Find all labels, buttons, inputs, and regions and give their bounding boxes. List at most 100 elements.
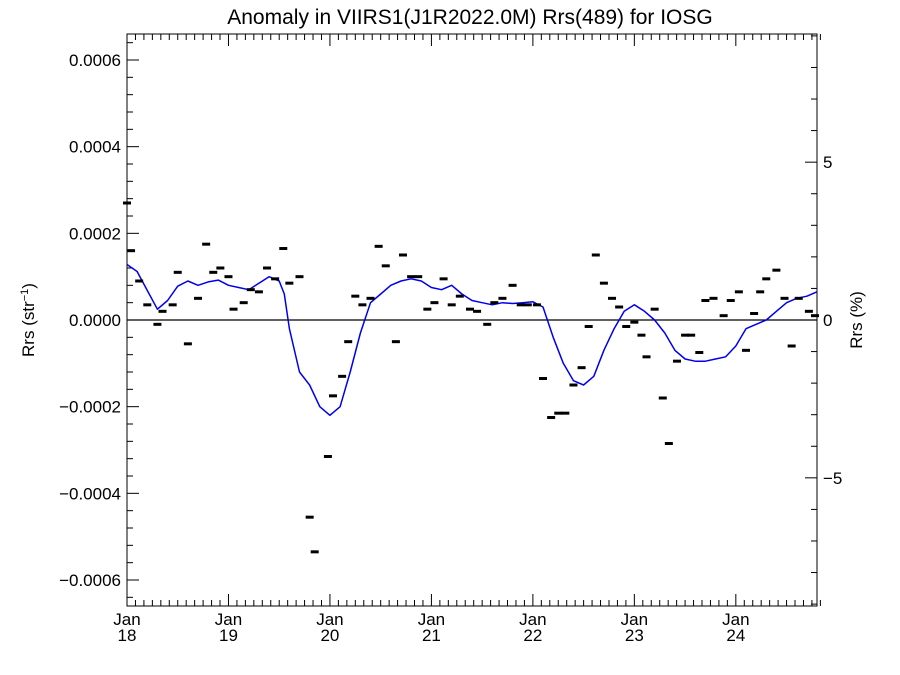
data-point: [523, 303, 532, 307]
data-point: [794, 296, 803, 300]
data-point: [239, 301, 248, 305]
data-point: [547, 416, 556, 419]
data-point: [271, 277, 280, 281]
y-right-tick-label: 0: [823, 311, 832, 330]
data-point: [498, 296, 507, 300]
data-point: [338, 374, 347, 378]
data-point: [508, 283, 517, 287]
data-point: [672, 359, 681, 363]
data-point: [483, 322, 492, 326]
data-point: [153, 322, 162, 326]
x-tick-label-month: Jan: [316, 610, 343, 629]
data-point: [591, 253, 600, 257]
data-point: [810, 314, 819, 318]
data-point: [516, 303, 525, 307]
data-point: [554, 411, 563, 415]
y-axis-right: −5 0 5: [805, 35, 842, 605]
data-point: [630, 320, 639, 324]
data-point: [709, 296, 718, 300]
chart-title: Anomaly in VIIRS1(J1R2022.0M) Rrs(489) f…: [227, 6, 713, 29]
data-point: [423, 307, 432, 311]
data-point: [804, 309, 813, 313]
x-tick-label-year: 20: [320, 626, 339, 645]
y-axis-left-title-close: ): [19, 283, 38, 289]
data-point: [539, 377, 548, 380]
data-point: [399, 253, 407, 257]
y-axis-left-title: Rrs (str−1): [19, 283, 38, 357]
data-point: [407, 275, 416, 279]
data-point: [344, 340, 353, 344]
data-point: [391, 340, 400, 344]
data-point: [263, 266, 272, 270]
data-point: [183, 342, 192, 346]
data-point: [279, 247, 288, 250]
data-point: [734, 290, 743, 294]
data-point: [584, 325, 593, 328]
data-point: [135, 279, 144, 283]
data-point: [414, 275, 423, 279]
data-point: [465, 307, 474, 311]
data-point: [455, 294, 464, 298]
y-axis-left-title-sup: −1: [19, 289, 31, 302]
data-point: [490, 301, 499, 305]
data-point: [158, 309, 167, 313]
data-point: [577, 366, 586, 370]
data-point: [305, 515, 314, 519]
data-point: [209, 270, 218, 274]
data-point: [750, 312, 759, 315]
data-point: [351, 294, 360, 298]
y-axis-right-title: Rrs (%): [847, 291, 866, 349]
data-point: [381, 264, 390, 268]
data-point: [658, 396, 667, 400]
data-point: [168, 303, 177, 307]
y-left-tick-label: −0.0004: [59, 484, 121, 503]
x-tick-label-year: 22: [523, 626, 542, 645]
x-tick-label-month: Jan: [113, 610, 140, 629]
data-point: [173, 270, 182, 274]
data-point: [642, 355, 651, 359]
data-point: [202, 242, 211, 246]
data-point: [246, 288, 255, 292]
data-point: [254, 290, 263, 294]
data-point: [608, 296, 617, 300]
data-point: [650, 307, 659, 311]
data-point: [194, 296, 203, 300]
y-left-tick-label: 0.0000: [69, 311, 121, 330]
data-point: [787, 344, 796, 348]
data-point: [664, 442, 673, 445]
data-point: [358, 303, 367, 307]
data-point: [599, 281, 608, 285]
data-point: [447, 303, 456, 307]
x-tick-label-month: Jan: [418, 610, 445, 629]
y-left-tick-label: 0.0006: [69, 51, 121, 70]
y-left-tick-label: 0.0004: [69, 138, 121, 157]
data-point: [681, 333, 690, 337]
data-point: [229, 307, 238, 311]
data-point: [143, 303, 152, 307]
data-point: [366, 296, 375, 300]
data-point: [756, 290, 765, 294]
data-point: [719, 314, 728, 318]
data-point: [726, 299, 735, 302]
data-point: [473, 309, 482, 313]
data-point: [224, 275, 233, 279]
data-point: [561, 411, 570, 415]
data-point: [637, 333, 646, 337]
x-tick-label-year: 21: [422, 626, 441, 645]
data-point: [323, 455, 332, 458]
data-point: [439, 277, 448, 281]
data-point: [430, 301, 439, 305]
data-point: [295, 275, 304, 279]
y-left-tick-label: −0.0006: [59, 571, 121, 590]
data-point: [780, 296, 789, 300]
data-point: [310, 550, 319, 554]
data-point: [569, 383, 578, 387]
data-point: [123, 201, 131, 205]
y-right-tick-label: −5: [823, 469, 842, 488]
y-left-tick-label: −0.0002: [59, 398, 121, 417]
x-tick-label-month: Jan: [621, 610, 648, 629]
data-point: [622, 325, 631, 328]
